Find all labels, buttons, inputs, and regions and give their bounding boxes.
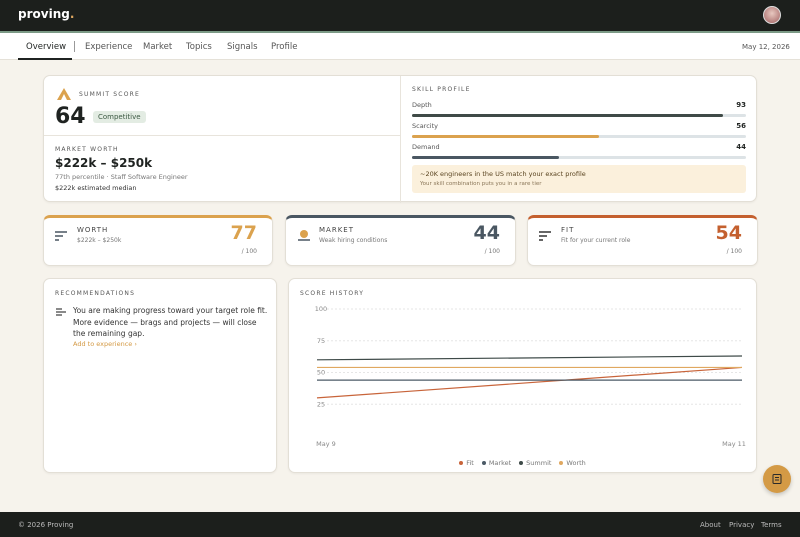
- top-bar: proving.: [0, 0, 800, 31]
- y-tick-label: 75: [317, 337, 325, 345]
- logo[interactable]: proving.: [18, 7, 74, 21]
- series-line: [316, 355, 743, 361]
- card-out-of: / 100: [484, 248, 500, 255]
- card-icon: [298, 230, 310, 241]
- nav-separator: [74, 41, 75, 52]
- legend-item: Fit: [459, 459, 474, 467]
- skill-track: [412, 114, 746, 117]
- card-score: 54: [715, 222, 742, 244]
- rec-text: You are making progress toward your targ…: [73, 306, 268, 338]
- skill-value: 93: [736, 101, 746, 109]
- skill-name: Demand: [412, 143, 440, 151]
- x-tick-label: May 11: [722, 440, 746, 448]
- divider: [400, 76, 401, 203]
- card-sub: Fit for your current role: [561, 237, 631, 244]
- callout-title: ~20K engineers in the US match your exac…: [420, 170, 586, 178]
- callout: ~20K engineers in the US match your exac…: [412, 165, 746, 193]
- callout-note: Your skill combination puts you in a rar…: [420, 181, 542, 187]
- skill-name: Depth: [412, 101, 432, 109]
- summit-badge: Competitive: [93, 111, 146, 123]
- notes-button[interactable]: [763, 465, 791, 493]
- chart-title: SCORE HISTORY: [300, 290, 365, 297]
- avatar[interactable]: [763, 6, 781, 24]
- logo-text: proving: [18, 7, 70, 21]
- skill-value: 56: [736, 122, 746, 130]
- legend: Fit Market Summit Worth: [289, 459, 756, 467]
- skill-track: [412, 135, 746, 138]
- legend-label: Market: [488, 459, 512, 467]
- legend-item: Summit: [519, 459, 551, 467]
- card-icon: [55, 231, 67, 241]
- chart: 25 50 75 100 May 9 May 11: [315, 305, 746, 448]
- y-tick-label: 25: [317, 400, 325, 408]
- legend-label: Fit: [466, 459, 474, 467]
- card-sub: Weak hiring conditions: [319, 237, 388, 244]
- worth-range: $222k – $250k: [55, 156, 153, 170]
- footer: © 2026 Proving About Privacy Terms: [0, 512, 800, 537]
- nav-item[interactable]: Overview: [26, 42, 67, 52]
- score-card: MARKET Weak hiring conditions 44 / 100: [285, 215, 516, 266]
- y-tick-label: 50: [317, 369, 325, 377]
- card-score: 44: [473, 222, 500, 244]
- worth-label: MARKET WORTH: [55, 146, 119, 153]
- logo-dot: .: [69, 7, 75, 21]
- divider: [44, 135, 400, 136]
- overview-card: SUMMIT SCORE 64 Competitive MARKET WORTH…: [43, 75, 757, 203]
- footer-link[interactable]: Terms: [761, 521, 782, 529]
- legend-dot: [459, 461, 464, 465]
- legend-dot: [481, 461, 486, 465]
- skill-name: Scarcity: [412, 122, 438, 130]
- skill-value: 44: [736, 143, 746, 151]
- series-line: [316, 366, 743, 399]
- summit-score: 64: [55, 104, 86, 129]
- card-icon: [539, 231, 551, 241]
- worth-percentile: 77th percentile · Staff Software Enginee…: [55, 173, 188, 181]
- skill-bar: [412, 156, 559, 159]
- summit-icon: [57, 88, 71, 100]
- nav-item[interactable]: Experience: [85, 42, 133, 52]
- header-accent: [0, 31, 800, 33]
- nav-item[interactable]: Topics: [186, 42, 212, 52]
- card-out-of: / 100: [726, 248, 742, 255]
- card-title: MARKET: [319, 226, 354, 234]
- nav-item[interactable]: Market: [143, 42, 173, 52]
- recommendations-card: RECOMMENDATIONS You are making progress …: [43, 278, 277, 473]
- notes-icon: [772, 474, 782, 484]
- skill-track: [412, 156, 746, 159]
- copyright: © 2026 Proving: [18, 521, 74, 529]
- footer-link[interactable]: About: [700, 521, 721, 529]
- legend-item: Market: [481, 459, 512, 467]
- score-card: FIT Fit for your current role 54 / 100: [527, 215, 758, 266]
- footer-link[interactable]: Privacy: [729, 521, 755, 529]
- legend-item: Worth: [559, 459, 586, 467]
- skill-title: SKILL PROFILE: [412, 86, 471, 93]
- rec-title: RECOMMENDATIONS: [55, 290, 136, 297]
- card-title: WORTH: [77, 226, 109, 234]
- skill-bar: [412, 135, 600, 138]
- worth-median: $222k estimated median: [55, 184, 137, 192]
- rec-icon: [56, 308, 66, 316]
- nav-bar: Overview Experience Market Topics Signals Pro…: [0, 33, 800, 60]
- y-tick-label: 100: [315, 305, 327, 313]
- score-history-card: SCORE HISTORY 25 50 75 100 May 9 May 11 Fit Ma…: [288, 278, 757, 473]
- summit-label: SUMMIT SCORE: [79, 91, 140, 98]
- card-score: 77: [230, 222, 257, 244]
- score-card: WORTH $222k – $250k 77 / 100: [43, 215, 273, 266]
- legend-label: Worth: [566, 459, 586, 467]
- rec-link[interactable]: Add to experience ›: [73, 340, 137, 348]
- x-tick-label: May 9: [316, 440, 336, 448]
- card-sub: $222k – $250k: [77, 237, 122, 244]
- nav-item[interactable]: Profile: [271, 42, 298, 52]
- legend-dot: [559, 461, 564, 465]
- nav-underline: [18, 58, 72, 60]
- card-title: FIT: [561, 226, 575, 234]
- legend-dot: [519, 461, 524, 465]
- card-out-of: / 100: [241, 248, 257, 255]
- nav-item[interactable]: Signals: [227, 42, 258, 52]
- date: May 12, 2026: [742, 43, 790, 51]
- skill-bar: [412, 114, 723, 117]
- legend-label: Summit: [526, 459, 552, 467]
